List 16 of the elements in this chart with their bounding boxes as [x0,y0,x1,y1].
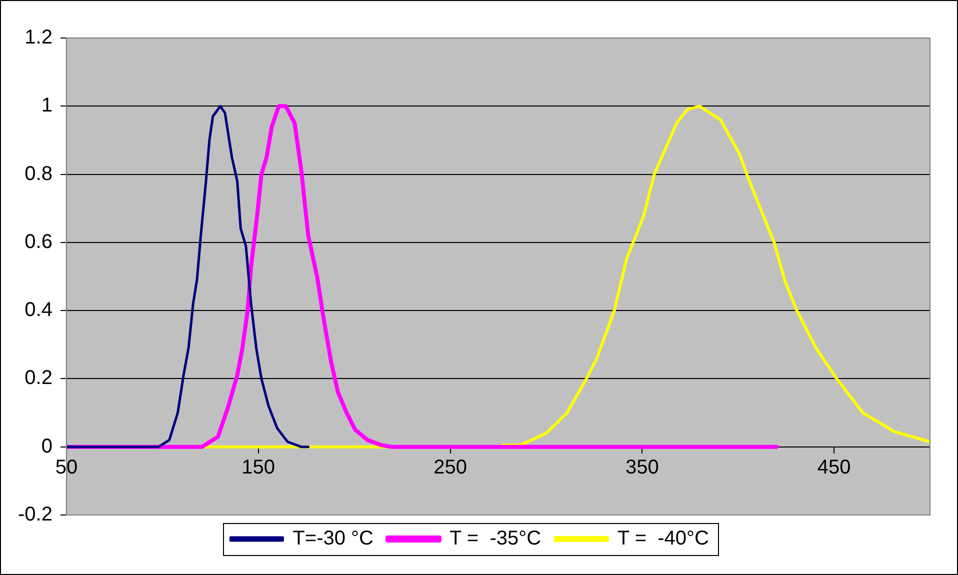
y-tick-label: -0.2 [18,504,52,526]
y-tick-label: 0.2 [24,367,52,390]
y-tick-label: 0 [41,435,52,458]
x-tick-label: 350 [625,456,659,478]
x-tick-label: 150 [242,456,276,478]
y-tick-label: 0.8 [24,162,52,185]
y-tick-label: 0.4 [24,299,52,322]
x-tick-label: 50 [55,456,78,478]
y-tick-label: 1 [41,94,52,117]
y-tick-label: 1.2 [24,26,52,49]
y-tick-label: 0.6 [24,230,52,253]
x-tick-label: 450 [817,456,851,478]
legend-label: T = -40°C [617,528,709,550]
legend-label: T=-30 °C [292,528,374,550]
legend-label: T = -35°C [449,528,542,550]
x-tick-label: 250 [434,456,467,478]
